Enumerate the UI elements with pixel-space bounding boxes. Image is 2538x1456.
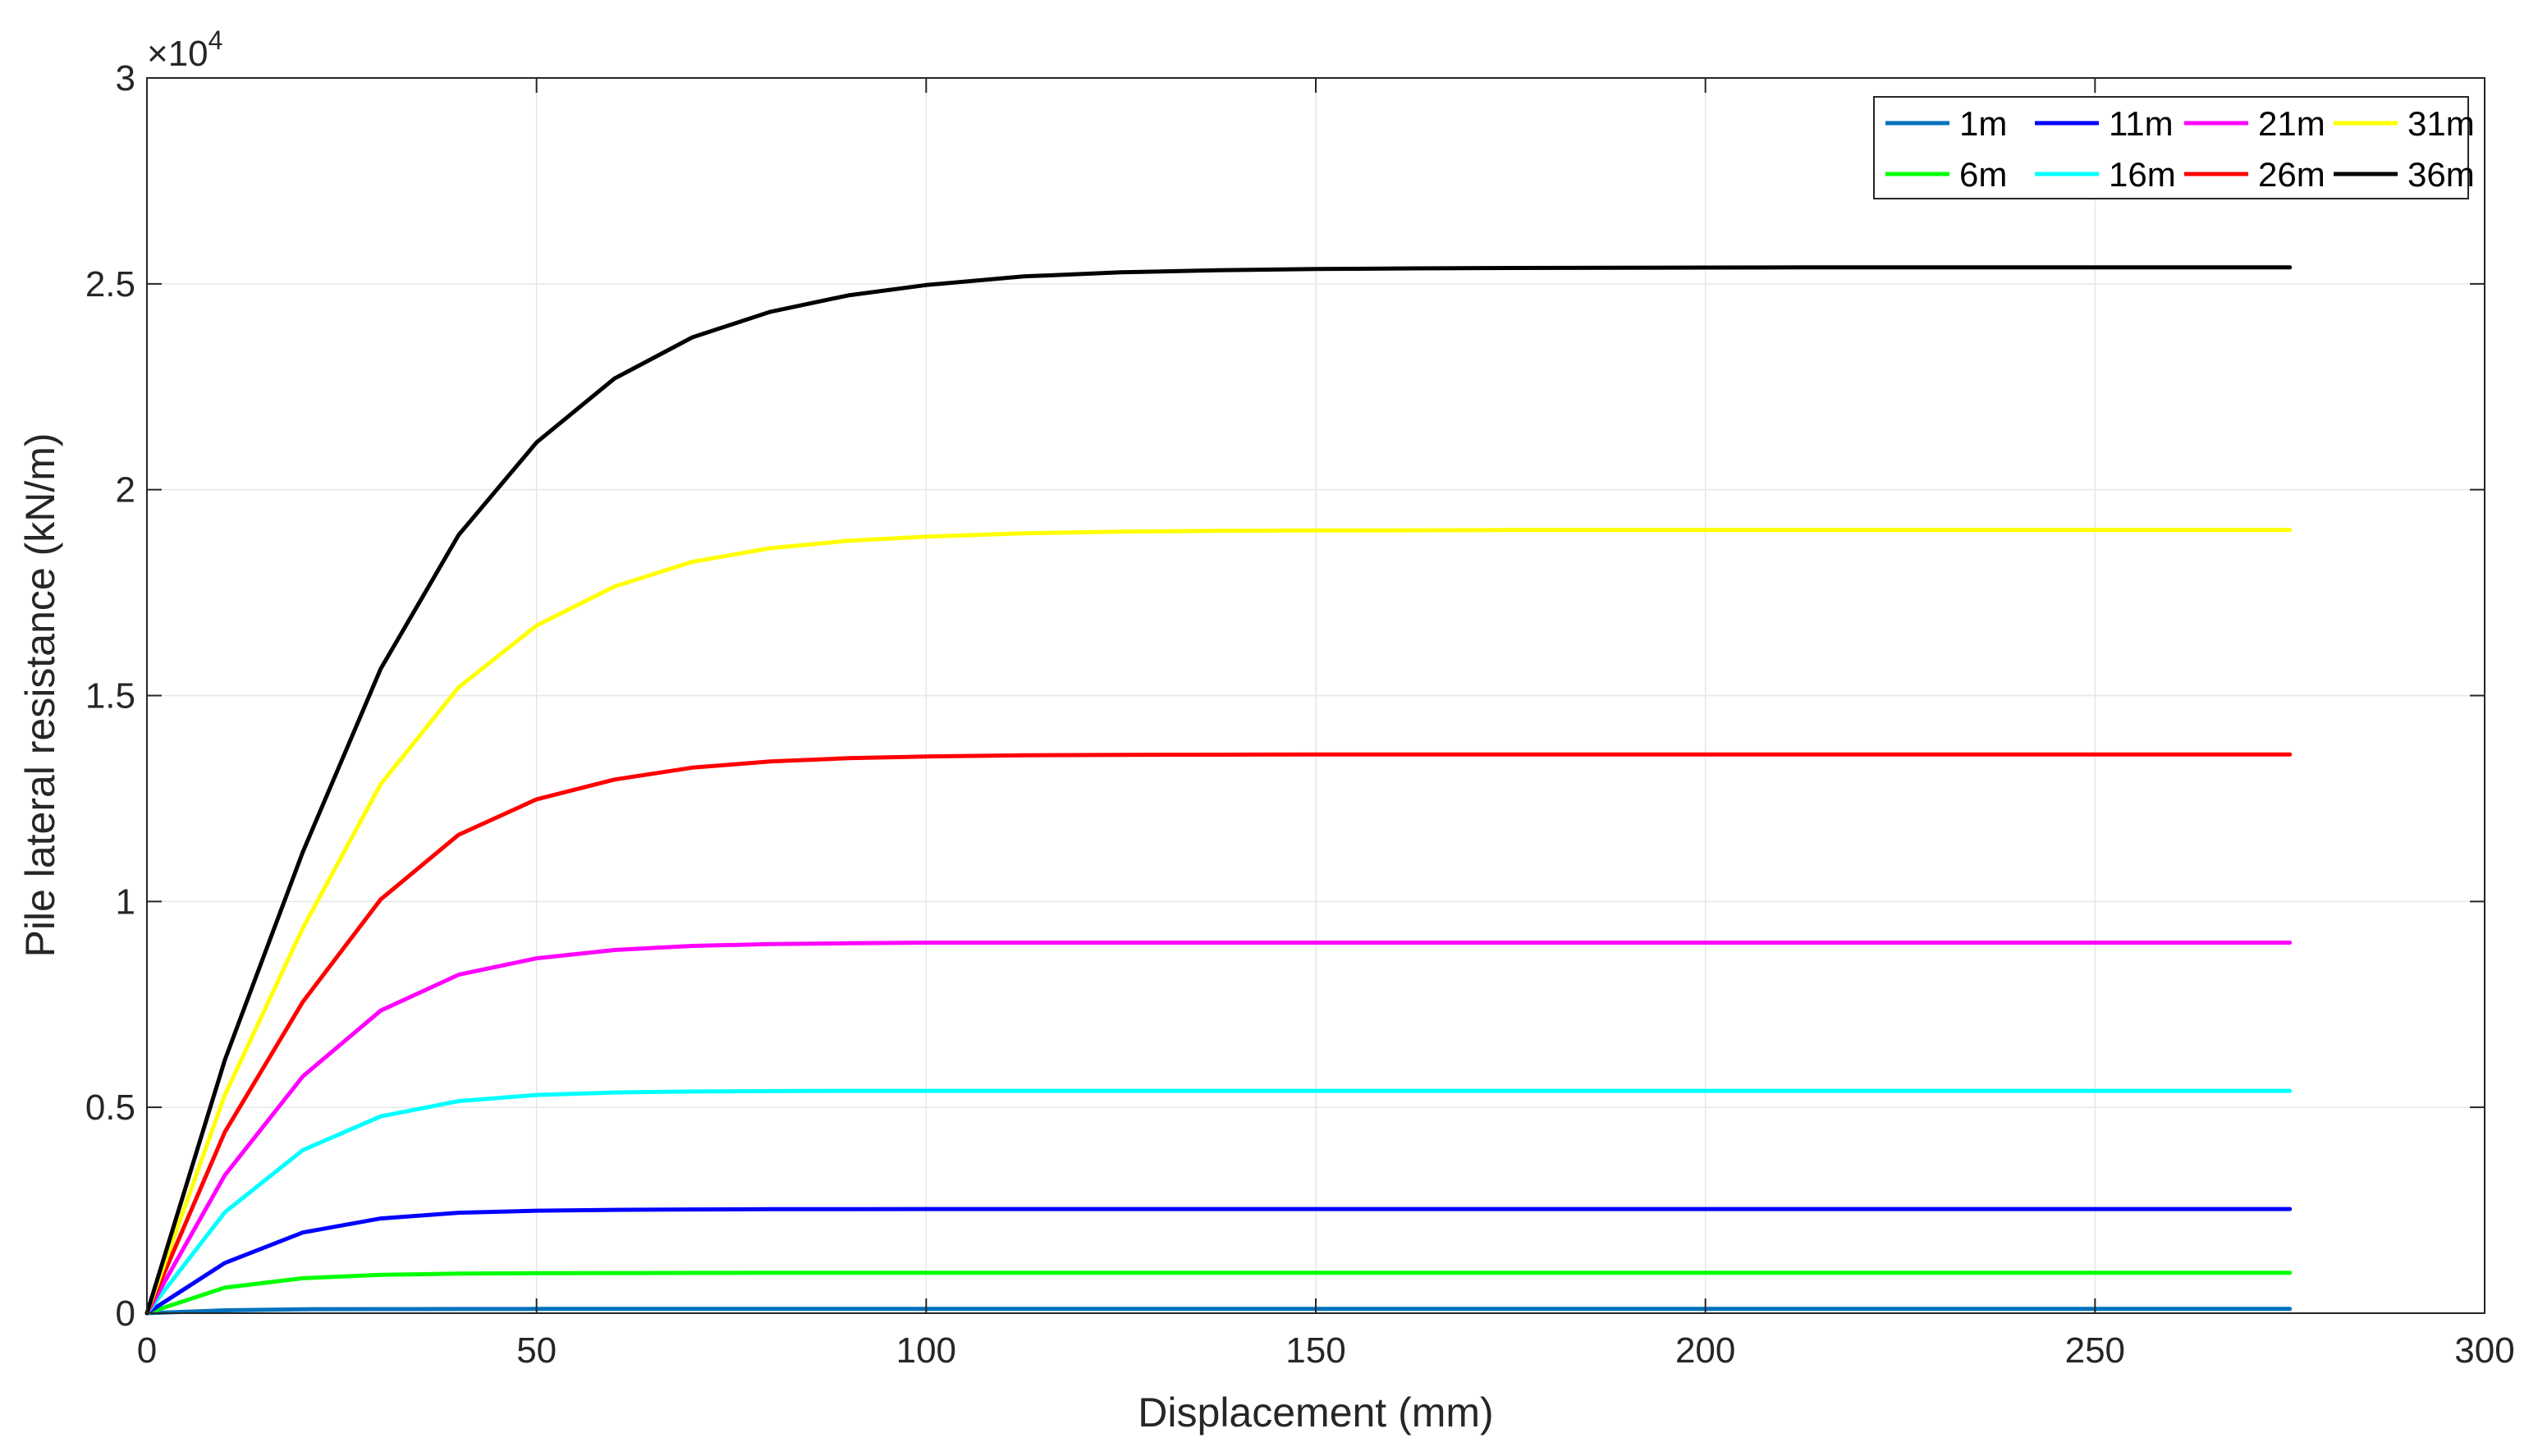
- series-line-1m: [144, 1307, 2293, 1316]
- series-line-36m: [144, 265, 2293, 1316]
- legend: 1m 11m 21m 31m 6m 16m 26m 36m: [1873, 96, 2475, 199]
- y-tick-label: 0.5: [85, 1087, 135, 1128]
- series-line-16m: [144, 1088, 2293, 1316]
- x-tick-label: 300: [2454, 1330, 2514, 1371]
- legend-label-21m: 21m: [2258, 104, 2325, 143]
- y-tick-label: 0: [116, 1293, 135, 1334]
- x-tick-label: 250: [2065, 1330, 2125, 1371]
- y-tick-labels: 0 0.5 1 1.5 2 2.5 3: [85, 58, 135, 1334]
- y-tick-label: 1.5: [85, 676, 135, 717]
- y-multiplier-exponent: 4: [208, 25, 223, 55]
- x-tick-label: 200: [1675, 1330, 1735, 1371]
- legend-box: [1873, 96, 2469, 199]
- x-tick-labels: 0 50 100 150 200 250 300: [137, 1330, 2515, 1371]
- x-tick-label: 100: [896, 1330, 956, 1371]
- legend-label-16m: 16m: [2109, 155, 2176, 194]
- series-line-21m: [144, 941, 2293, 1316]
- axis-ticks: [146, 77, 2485, 1314]
- legend-label-11m: 11m: [2109, 104, 2174, 143]
- y-multiplier-base: ×10: [147, 34, 208, 74]
- legend-label-31m: 31m: [2407, 104, 2475, 143]
- series-line-26m: [144, 752, 2293, 1316]
- y-tick-label: 2.5: [85, 264, 135, 304]
- y-axis-label: Pile lateral resistance (kN/m): [17, 433, 63, 957]
- x-axis-label: Displacement (mm): [1138, 1390, 1493, 1435]
- series-lines: [144, 265, 2293, 1316]
- x-tick-label: 150: [1285, 1330, 1345, 1371]
- series-line-31m: [144, 528, 2293, 1316]
- legend-label-6m: 6m: [1959, 155, 2007, 194]
- x-tick-label: 0: [137, 1330, 157, 1371]
- legend-label-36m: 36m: [2407, 155, 2475, 194]
- series-line-11m: [144, 1206, 2293, 1316]
- x-tick-label: 50: [516, 1330, 557, 1371]
- y-axis-multiplier: ×104: [147, 25, 222, 74]
- y-tick-label: 1: [116, 881, 135, 922]
- legend-items: 1m 11m 21m 31m 6m 16m 26m 36m: [1885, 104, 2475, 194]
- y-tick-label: 3: [116, 58, 135, 98]
- legend-label-26m: 26m: [2258, 155, 2325, 194]
- series-line-6m: [144, 1271, 2293, 1316]
- legend-label-1m: 1m: [1959, 104, 2007, 143]
- y-tick-label: 2: [116, 470, 135, 511]
